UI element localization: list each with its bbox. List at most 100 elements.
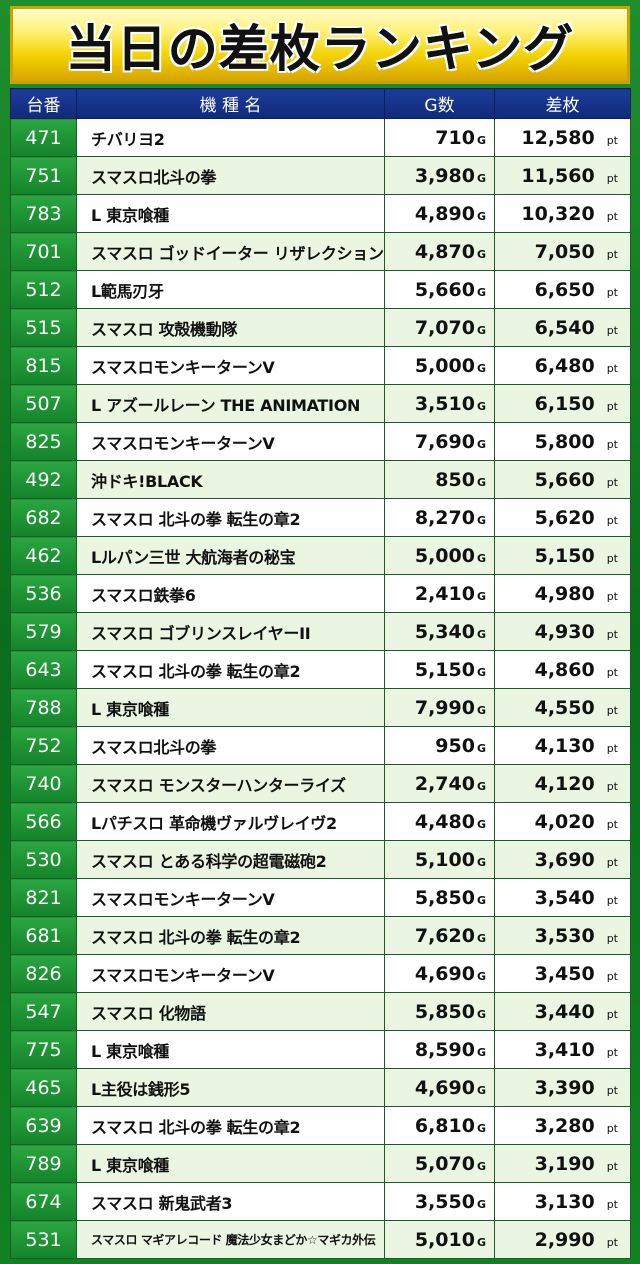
games-value: 4,690 [414, 1076, 475, 1099]
difference-value: 11,560 [521, 164, 595, 187]
difference-value: 5,660 [534, 468, 595, 491]
games-value: 5,660 [414, 278, 475, 301]
table-row: 775 L 東京喰種 8,590 G 3,410 pt [10, 1030, 631, 1069]
table-row: 682 スマスロ 北斗の拳 転生の章2 8,270 G 5,620 pt [10, 498, 631, 537]
difference-value: 6,650 [534, 278, 595, 301]
difference-value: 3,450 [534, 962, 595, 985]
difference-cell: 4,550 pt [494, 688, 631, 727]
machine-number: 531 [10, 1220, 77, 1259]
difference-unit: pt [606, 741, 618, 755]
difference-value: 5,800 [534, 430, 595, 453]
difference-cell: 3,450 pt [494, 954, 631, 993]
games-cell: 950 G [384, 726, 495, 765]
header-machine-number: 台番 [10, 88, 77, 119]
games-value: 4,480 [414, 810, 475, 833]
difference-cell: 3,190 pt [494, 1144, 631, 1183]
machine-name: スマスロ 北斗の拳 転生の章2 [76, 498, 385, 537]
table-row: 674 スマスロ 新鬼武者3 3,550 G 3,130 pt [10, 1182, 631, 1221]
difference-cell: 5,660 pt [494, 460, 631, 499]
machine-name: L 東京喰種 [76, 194, 385, 233]
games-value: 5,150 [414, 658, 475, 681]
machine-number: 701 [10, 232, 77, 271]
difference-value: 6,480 [534, 354, 595, 377]
table-row: 547 スマスロ 化物語 5,850 G 3,440 pt [10, 992, 631, 1031]
difference-unit: pt [606, 817, 618, 831]
machine-number: 547 [10, 992, 77, 1031]
table-row: 536 スマスロ鉄拳6 2,410 G 4,980 pt [10, 574, 631, 613]
difference-unit: pt [606, 209, 618, 223]
difference-value: 4,130 [534, 734, 595, 757]
machine-name: スマスロ 攻殻機動隊 [76, 308, 385, 347]
games-cell: 4,690 G [384, 1068, 495, 1107]
table-row: 579 スマスロ ゴブリンスレイヤーII 5,340 G 4,930 pt [10, 612, 631, 651]
games-value: 3,510 [414, 392, 475, 415]
games-unit: G [476, 1197, 486, 1211]
machine-number: 751 [10, 156, 77, 195]
difference-value: 3,530 [534, 924, 595, 947]
machine-name: スマスロ 北斗の拳 転生の章2 [76, 916, 385, 955]
machine-number: 492 [10, 460, 77, 499]
games-cell: 4,890 G [384, 194, 495, 233]
games-value: 7,990 [414, 696, 475, 719]
difference-cell: 3,280 pt [494, 1106, 631, 1145]
difference-cell: 6,480 pt [494, 346, 631, 385]
difference-unit: pt [606, 285, 618, 299]
difference-cell: 3,530 pt [494, 916, 631, 955]
games-value: 8,270 [414, 506, 475, 529]
games-cell: 5,000 G [384, 346, 495, 385]
games-cell: 4,870 G [384, 232, 495, 271]
machine-number: 536 [10, 574, 77, 613]
machine-name: スマスロ 化物語 [76, 992, 385, 1031]
difference-value: 3,190 [534, 1152, 595, 1175]
machine-name: Lパチスロ 革命機ヴァルヴレイヴ2 [76, 802, 385, 841]
machine-number: 566 [10, 802, 77, 841]
games-value: 2,740 [414, 772, 475, 795]
machine-number: 674 [10, 1182, 77, 1221]
games-cell: 6,810 G [384, 1106, 495, 1145]
difference-cell: 3,390 pt [494, 1068, 631, 1107]
games-unit: G [476, 817, 486, 831]
difference-unit: pt [606, 437, 618, 451]
difference-cell: 11,560 pt [494, 156, 631, 195]
difference-unit: pt [606, 665, 618, 679]
table-row: 639 スマスロ 北斗の拳 転生の章2 6,810 G 3,280 pt [10, 1106, 631, 1145]
machine-number: 752 [10, 726, 77, 765]
machine-name: スマスロモンキーターンV [76, 346, 385, 385]
games-unit: G [476, 969, 486, 983]
difference-unit: pt [606, 1045, 618, 1059]
page-title: 当日の差枚ランキング [65, 20, 575, 78]
machine-name: スマスロ ゴッドイーター リザレクション [76, 232, 385, 271]
table-row: 566 Lパチスロ 革命機ヴァルヴレイヴ2 4,480 G 4,020 pt [10, 802, 631, 841]
difference-value: 3,440 [534, 1000, 595, 1023]
machine-name: スマスロ ゴブリンスレイヤーII [76, 612, 385, 651]
machine-number: 789 [10, 1144, 77, 1183]
games-value: 5,010 [414, 1228, 475, 1251]
games-unit: G [476, 361, 486, 375]
machine-number: 682 [10, 498, 77, 537]
difference-cell: 5,150 pt [494, 536, 631, 575]
difference-unit: pt [606, 589, 618, 603]
difference-cell: 12,580 pt [494, 118, 631, 157]
difference-value: 5,620 [534, 506, 595, 529]
machine-number: 815 [10, 346, 77, 385]
difference-value: 3,130 [534, 1190, 595, 1213]
table-row: 789 L 東京喰種 5,070 G 3,190 pt [10, 1144, 631, 1183]
games-cell: 7,620 G [384, 916, 495, 955]
machine-name: スマスロ とある科学の超電磁砲2 [76, 840, 385, 879]
difference-value: 4,980 [534, 582, 595, 605]
games-cell: 5,660 G [384, 270, 495, 309]
difference-cell: 4,860 pt [494, 650, 631, 689]
games-value: 5,850 [414, 886, 475, 909]
difference-cell: 3,410 pt [494, 1030, 631, 1069]
difference-unit: pt [606, 551, 618, 565]
games-value: 2,410 [414, 582, 475, 605]
header-games: G数 [384, 88, 495, 119]
games-cell: 710 G [384, 118, 495, 157]
difference-unit: pt [606, 133, 618, 147]
games-value: 7,620 [414, 924, 475, 947]
games-cell: 850 G [384, 460, 495, 499]
difference-value: 10,320 [521, 202, 595, 225]
title-banner: 当日の差枚ランキング [10, 6, 630, 84]
machine-name: 沖ドキ!BLACK [76, 460, 385, 499]
machine-number: 788 [10, 688, 77, 727]
